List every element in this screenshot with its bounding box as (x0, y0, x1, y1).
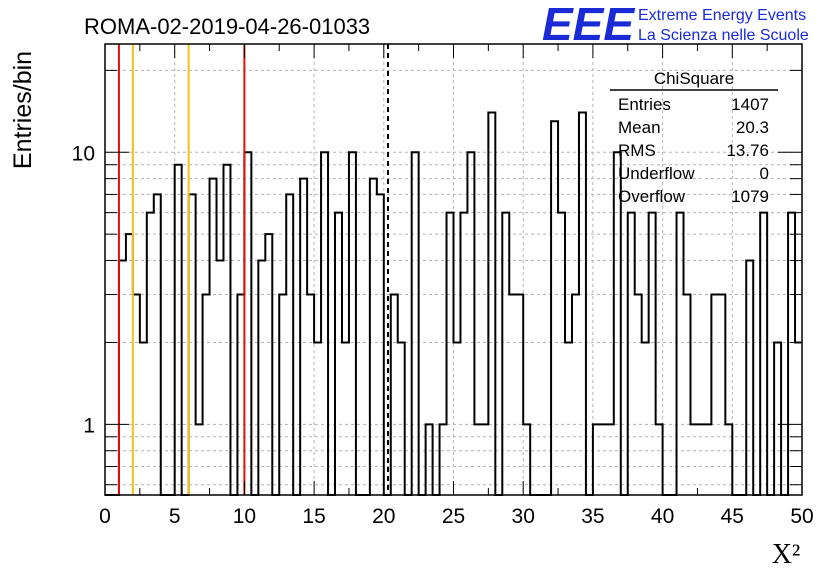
logo-line-1: Extreme Energy Events (638, 7, 806, 24)
x-tick-label: 50 (790, 505, 813, 528)
x-axis-label: X² (772, 539, 801, 570)
x-tick-label: 20 (372, 505, 395, 528)
x-tick-label: 25 (442, 505, 465, 528)
x-tick-label: 45 (721, 505, 744, 528)
stats-box: ChiSquare Entries 1407 Mean 20.3 RMS 13.76 Und… (610, 69, 778, 206)
chart-title: ROMA-02-2019-04-26-01033 (84, 14, 370, 39)
stats-value: 13.76 (726, 141, 769, 160)
stats-value: 0 (760, 164, 769, 183)
stats-label: Entries (618, 95, 671, 114)
x-tick-label: 30 (512, 505, 535, 528)
logo: EEE Extreme Energy Events La Scienza nel… (542, 0, 809, 50)
x-tick-label: 35 (581, 505, 604, 528)
plot-frame (104, 43, 803, 496)
histogram-bars (105, 111, 802, 496)
reference-lines (117, 44, 389, 495)
logo-mark: EEE (542, 0, 635, 50)
y-axis-label: Entries/bin (9, 51, 37, 169)
histogram-outline (105, 111, 802, 496)
x-tick-label: 10 (233, 505, 256, 528)
axis-ticks: 0 5 10 15 20 25 30 35 40 45 50 1 10 (72, 44, 814, 528)
x-tick-label: 5 (169, 505, 181, 528)
stats-label: Mean (618, 118, 661, 137)
stats-value: 20.3 (736, 118, 769, 137)
stats-label: RMS (618, 141, 656, 160)
stats-value: 1079 (731, 187, 769, 206)
y-tick-label: 10 (72, 142, 95, 165)
stats-value: 1407 (731, 95, 769, 114)
x-tick-label: 40 (651, 505, 674, 528)
stats-label: Overflow (618, 187, 686, 206)
stats-title: ChiSquare (654, 69, 734, 88)
x-tick-label: 0 (99, 505, 111, 528)
x-tick-label: 15 (302, 505, 325, 528)
stats-label: Underflow (618, 164, 695, 183)
y-tick-label: 1 (83, 414, 95, 437)
logo-line-2: La Scienza nelle Scuole (638, 27, 809, 44)
